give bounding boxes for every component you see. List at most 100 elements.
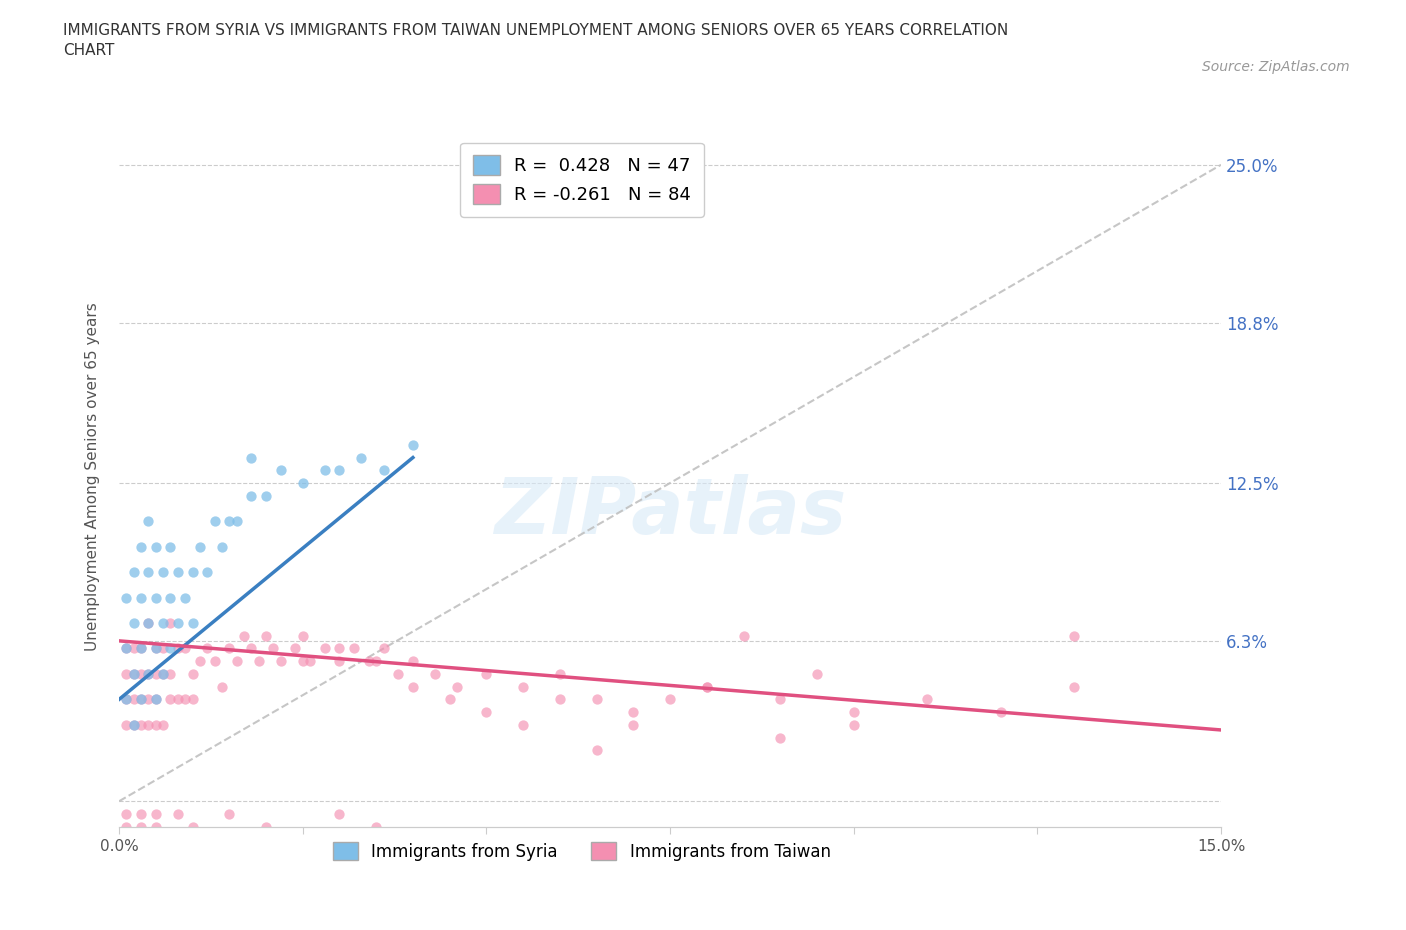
Point xyxy=(115,692,138,707)
Point xyxy=(439,692,461,707)
Point xyxy=(291,629,314,644)
Point xyxy=(122,667,145,682)
Point xyxy=(769,692,792,707)
Point xyxy=(152,667,174,682)
Point xyxy=(696,679,718,694)
Point xyxy=(254,106,277,121)
Point xyxy=(291,832,314,847)
Point xyxy=(129,641,152,656)
Point xyxy=(145,717,167,732)
Point xyxy=(373,641,395,656)
Point xyxy=(195,641,218,656)
Point xyxy=(129,819,152,834)
Point xyxy=(138,844,160,859)
Point xyxy=(621,717,644,732)
Point xyxy=(122,667,145,682)
Point xyxy=(129,641,152,656)
Point xyxy=(299,654,322,669)
Point xyxy=(145,641,167,656)
Point xyxy=(218,806,240,821)
Point xyxy=(195,565,218,579)
Point xyxy=(166,616,188,631)
Point xyxy=(402,679,425,694)
Point xyxy=(115,717,138,732)
Point xyxy=(145,806,167,821)
Point xyxy=(233,629,256,644)
Text: Source: ZipAtlas.com: Source: ZipAtlas.com xyxy=(1202,60,1350,74)
Point xyxy=(284,641,307,656)
Point xyxy=(240,488,263,503)
Point xyxy=(218,513,240,528)
Point xyxy=(195,832,218,847)
Point xyxy=(152,717,174,732)
Point xyxy=(174,692,197,707)
Point xyxy=(1063,629,1085,644)
Point xyxy=(218,641,240,656)
Point xyxy=(122,717,145,732)
Point xyxy=(152,616,174,631)
Point xyxy=(806,667,828,682)
Point xyxy=(145,641,167,656)
Point xyxy=(159,641,181,656)
Point xyxy=(204,513,226,528)
Point xyxy=(402,437,425,452)
Point xyxy=(366,819,388,834)
Point xyxy=(387,667,409,682)
Text: ZIPatlas: ZIPatlas xyxy=(494,473,846,550)
Point xyxy=(446,679,468,694)
Point xyxy=(225,654,247,669)
Point xyxy=(181,565,204,579)
Point xyxy=(247,654,270,669)
Point xyxy=(204,654,226,669)
Point xyxy=(138,832,160,847)
Point xyxy=(915,692,938,707)
Point xyxy=(328,654,350,669)
Point xyxy=(262,641,284,656)
Point xyxy=(270,463,292,478)
Point xyxy=(254,629,277,644)
Point xyxy=(254,488,277,503)
Point xyxy=(254,819,277,834)
Point xyxy=(475,667,498,682)
Point xyxy=(373,463,395,478)
Point xyxy=(166,641,188,656)
Point xyxy=(733,629,755,644)
Point xyxy=(174,591,197,605)
Point xyxy=(328,806,350,821)
Point xyxy=(166,565,188,579)
Point xyxy=(152,565,174,579)
Point xyxy=(115,641,138,656)
Point xyxy=(138,616,160,631)
Point xyxy=(181,667,204,682)
Point xyxy=(696,679,718,694)
Point xyxy=(188,654,211,669)
Point xyxy=(585,743,607,758)
Point xyxy=(138,513,160,528)
Point xyxy=(138,692,160,707)
Point xyxy=(115,667,138,682)
Point xyxy=(159,692,181,707)
Point xyxy=(152,641,174,656)
Point xyxy=(122,616,145,631)
Point xyxy=(152,667,174,682)
Point xyxy=(328,463,350,478)
Point xyxy=(145,692,167,707)
Point xyxy=(129,717,152,732)
Point xyxy=(115,806,138,821)
Point xyxy=(842,717,865,732)
Point xyxy=(512,679,534,694)
Point xyxy=(174,641,197,656)
Point xyxy=(129,692,152,707)
Point xyxy=(769,730,792,745)
Point xyxy=(122,717,145,732)
Point xyxy=(270,654,292,669)
Point xyxy=(548,692,571,707)
Point xyxy=(145,819,167,834)
Point xyxy=(211,539,233,554)
Point xyxy=(138,667,160,682)
Point xyxy=(181,616,204,631)
Point xyxy=(512,717,534,732)
Point xyxy=(659,692,682,707)
Point xyxy=(138,717,160,732)
Point xyxy=(585,692,607,707)
